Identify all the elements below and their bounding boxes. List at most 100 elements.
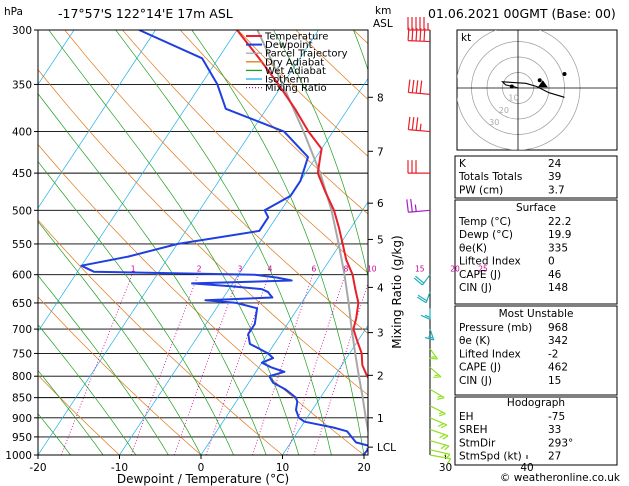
pressure-tick-label: 850 xyxy=(12,393,32,405)
wind-barb-flag xyxy=(411,117,415,131)
wind-barb xyxy=(407,27,431,43)
height-tick-label: 1 xyxy=(377,413,384,425)
wind-barb-flag xyxy=(417,294,428,302)
mixing-ratio-line xyxy=(61,274,133,455)
wind-barb-staff xyxy=(429,328,435,341)
wind-barb-staff xyxy=(429,428,449,437)
height-axis: 1 2 3 4 5 6 7 8 LCL xyxy=(368,92,396,454)
dewpoint-profile xyxy=(80,30,368,455)
legend-entry: Isotherm xyxy=(265,75,309,86)
wind-barb-flag xyxy=(416,296,427,304)
wind-barb-half-flag xyxy=(443,453,447,457)
wind-barb-flag xyxy=(442,435,449,440)
table-row-value: -75 xyxy=(548,411,565,423)
wind-barb-staff xyxy=(429,417,448,426)
wind-barb-staff xyxy=(429,449,451,455)
table-row-value: 462 xyxy=(548,362,568,374)
wind-barb xyxy=(429,454,452,464)
mixing-ratio-line xyxy=(403,275,455,455)
temperature-tick-label: 0 xyxy=(198,462,205,474)
height-tick-label: 2 xyxy=(377,370,384,382)
isotherm-line xyxy=(38,30,238,333)
mixing-ratio-line xyxy=(286,274,346,455)
wet-adiabat-line xyxy=(426,30,462,455)
wet-adiabat-line xyxy=(0,30,5,455)
mixing-ratio-label: 8 xyxy=(344,265,349,274)
wind-barb-flag xyxy=(433,376,442,378)
pressure-tick-label: 750 xyxy=(12,348,32,360)
wind-barb-staff xyxy=(421,274,431,286)
wind-barb xyxy=(406,198,431,213)
mixing-ratio-line xyxy=(313,281,368,455)
wet-adiabat-line xyxy=(38,324,137,455)
table-row-label: StmSpd (kt) xyxy=(459,451,522,463)
wind-barb-flag xyxy=(411,79,415,93)
table-row-value: 342 xyxy=(548,335,568,347)
table-row-label: θe(K) xyxy=(459,242,487,254)
table-box xyxy=(454,155,618,199)
table-row-value: 15 xyxy=(548,375,561,387)
mixing-ratio-axis-title: Mixing Ratio (g/kg) xyxy=(390,235,404,348)
wind-barb-flag xyxy=(438,413,446,417)
dry-adiabat-line xyxy=(179,30,368,215)
pressure-tick-label: 650 xyxy=(12,298,32,310)
background-lines xyxy=(0,30,462,455)
wind-barb-half-flag xyxy=(419,123,422,131)
mixing-ratio-labels: 1 2 3 4 6 8 10 15 20 25 xyxy=(131,265,488,274)
table-row-label: Temp (°C) xyxy=(458,216,511,228)
hodograph-ring-label: 20 xyxy=(499,106,509,115)
wind-barb xyxy=(429,428,449,440)
table-row-value: 33 xyxy=(548,424,561,436)
wind-barb xyxy=(407,79,431,95)
wind-barb-staff xyxy=(408,129,431,133)
height-tick-label: 8 xyxy=(377,92,384,104)
x-axis-title: Dewpoint / Temperature (°C) xyxy=(117,472,289,486)
wet-adiabat-line xyxy=(48,30,300,455)
mixing-ratio-label: 10 xyxy=(367,265,377,274)
table-title: Surface xyxy=(516,202,556,214)
location-title: -17°57'S 122°14'E 17m ASL xyxy=(58,6,233,21)
height-tick-label: 4 xyxy=(377,282,384,294)
wind-barb-flag xyxy=(420,314,431,320)
table-row-label: StmDir xyxy=(459,437,496,449)
mixing-ratio-label: 4 xyxy=(268,265,273,274)
wind-barb-staff xyxy=(429,366,442,378)
legend-entry: Dry Adiabat xyxy=(265,57,324,68)
hodograph-ring-label: 10 xyxy=(508,93,518,102)
wind-barb xyxy=(429,366,442,378)
credit-footer: © weatheronline.co.uk xyxy=(500,472,621,484)
pressure-tick-label: 950 xyxy=(12,432,32,444)
wind-barb-staff xyxy=(429,405,446,415)
wind-barb xyxy=(429,388,445,401)
pressure-tick-label: 500 xyxy=(12,205,32,217)
wind-barb-flag xyxy=(411,27,414,41)
wind-barb xyxy=(429,440,450,451)
storm-motion-marker xyxy=(537,80,548,88)
wind-barb xyxy=(429,417,448,429)
table-box xyxy=(454,305,618,396)
legend-entry: Wet Adiabat xyxy=(265,66,326,77)
wind-barb-flag xyxy=(415,275,425,284)
wind-barb xyxy=(407,160,430,174)
mixing-ratio-label: 2 xyxy=(197,265,202,274)
dry-adiabat-line xyxy=(38,296,202,455)
mixing-ratio-label: 15 xyxy=(415,265,425,274)
wind-barb-flag xyxy=(437,397,445,401)
pressure-tick-label: 400 xyxy=(12,127,32,139)
hodograph-frame xyxy=(456,29,618,151)
table-row-label: SREH xyxy=(459,424,488,436)
wind-barb-flag xyxy=(440,444,446,450)
table-row-label: θe (K) xyxy=(459,335,490,347)
wind-barb-flag xyxy=(444,445,450,451)
temperature-tick-label: 20 xyxy=(357,462,370,474)
legend-entry: Parcel Trajectory xyxy=(265,49,348,60)
pressure-tick-label: 550 xyxy=(12,239,32,251)
wind-barb-half-flag xyxy=(437,395,442,398)
wind-barb xyxy=(429,348,439,360)
wind-barb-flag xyxy=(439,434,446,439)
wet-adiabat-line xyxy=(38,93,267,455)
dry-adiabat-line xyxy=(38,374,120,455)
wind-barb-flag xyxy=(447,458,452,464)
wind-barb xyxy=(407,17,430,31)
